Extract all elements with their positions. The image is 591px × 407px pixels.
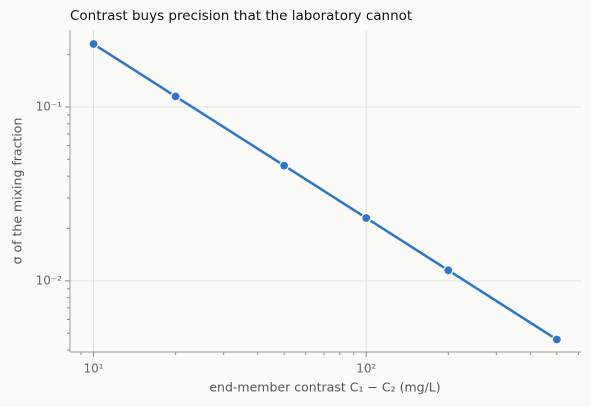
x-tick-label: 10² <box>356 362 376 376</box>
data-point <box>88 38 99 50</box>
chart-title: Contrast buys precision that the laborat… <box>70 8 412 24</box>
data-point <box>551 334 562 345</box>
data-point <box>361 212 372 224</box>
x-tick-label: 10¹ <box>83 362 103 376</box>
series-line <box>92 42 558 341</box>
data-point <box>170 91 181 102</box>
data-point <box>443 265 454 276</box>
y-axis-label: σ of the mixing fraction <box>10 118 25 265</box>
y-tick-label: 10⁻¹ <box>36 99 63 113</box>
x-axis-label: end-member contrast C₁ − C₂ (mg/L) <box>209 380 440 395</box>
data-point <box>279 160 290 171</box>
y-tick-label: 10⁻² <box>36 273 63 287</box>
